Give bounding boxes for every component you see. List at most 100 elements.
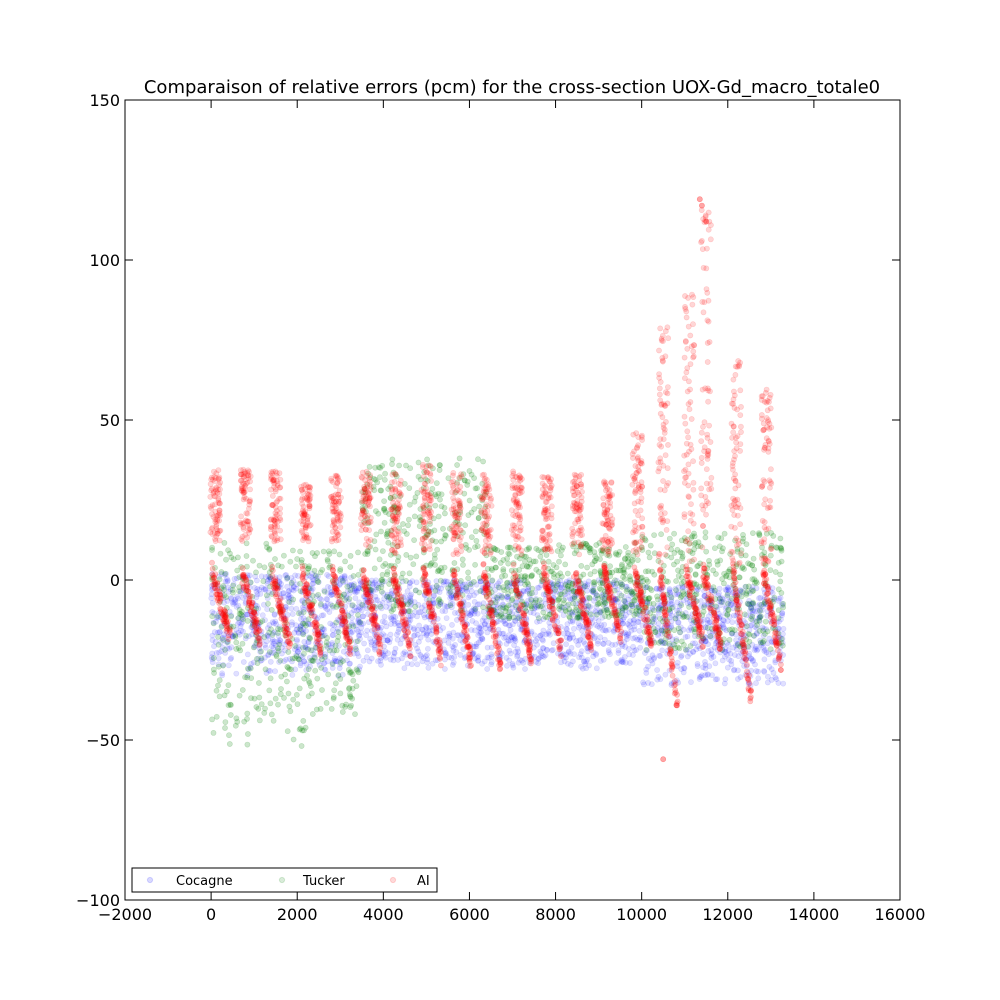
- tucker-point: [399, 570, 406, 577]
- ai-point: [367, 494, 374, 501]
- cocagne-point: [414, 627, 421, 633]
- tucker-point: [497, 605, 504, 611]
- cocagne-point: [264, 595, 271, 602]
- cocagne-point: [530, 610, 537, 616]
- tucker-point: [472, 561, 478, 568]
- ai-point: [211, 574, 217, 581]
- tucker-point: [282, 671, 288, 678]
- cocagne-point: [266, 574, 273, 581]
- ai-point: [468, 662, 475, 669]
- cocagne-point: [449, 600, 456, 607]
- cocagne-point: [308, 587, 315, 594]
- cocagne-point: [243, 599, 249, 605]
- tucker-point: [675, 610, 682, 617]
- tucker-point: [266, 687, 273, 694]
- ai-point: [361, 485, 368, 492]
- cocagne-point: [705, 648, 712, 654]
- cocagne-point: [211, 610, 217, 617]
- cocagne-point: [483, 583, 489, 590]
- cocagne-point: [327, 589, 334, 596]
- cocagne-point: [475, 657, 482, 664]
- tucker-point: [226, 741, 233, 747]
- tucker-point: [617, 580, 624, 586]
- tucker-point: [350, 623, 357, 630]
- cocagne-point: [262, 587, 269, 593]
- cocagne-point: [344, 612, 351, 618]
- tucker-point: [593, 611, 600, 618]
- cocagne-point: [318, 596, 325, 603]
- tucker-point: [296, 685, 303, 692]
- tucker-point: [437, 599, 444, 605]
- tucker-point: [305, 565, 311, 572]
- cocagne-point: [565, 648, 572, 655]
- cocagne-point: [589, 588, 596, 595]
- cocagne-point: [331, 622, 338, 629]
- cocagne-point: [276, 590, 283, 597]
- ai-point: [212, 536, 218, 542]
- tucker-point: [504, 579, 511, 586]
- cocagne-point: [425, 664, 432, 671]
- cocagne-point: [238, 620, 245, 627]
- tucker-point: [654, 593, 660, 600]
- tucker-point: [703, 548, 710, 555]
- cocagne-point: [721, 653, 728, 660]
- tucker-point: [221, 540, 228, 546]
- cocagne-point: [648, 657, 654, 664]
- tucker-point: [229, 589, 236, 596]
- tucker-point: [524, 563, 531, 570]
- cocagne-point: [341, 572, 348, 579]
- cocagne-point: [323, 595, 330, 602]
- cocagne-point: [415, 609, 422, 616]
- cocagne-point: [316, 662, 323, 668]
- ai-point: [454, 551, 461, 557]
- ai-point: [332, 472, 339, 479]
- tucker-point: [451, 560, 458, 566]
- ai-point: [239, 580, 246, 587]
- tucker-point: [501, 587, 507, 593]
- ai-point: [272, 531, 279, 537]
- cocagne-point: [297, 609, 304, 616]
- ai-point: [363, 535, 370, 542]
- cocagne-point: [430, 611, 437, 617]
- cocagne-point: [339, 621, 346, 628]
- cocagne-point: [210, 619, 217, 626]
- tucker-point: [272, 695, 279, 702]
- cocagne-point: [515, 648, 522, 655]
- tucker-point: [549, 568, 555, 575]
- cocagne-point: [387, 656, 394, 663]
- cocagne-point: [300, 626, 307, 632]
- ai-point: [390, 499, 396, 506]
- cocagne-point: [605, 647, 612, 653]
- cocagne-point: [626, 622, 632, 628]
- cocagne-point: [305, 639, 312, 645]
- cocagne-point: [237, 623, 244, 630]
- cocagne-point: [537, 632, 544, 639]
- cocagne-point: [413, 579, 420, 586]
- cocagne-point: [540, 645, 546, 651]
- ai-point: [217, 591, 224, 598]
- tucker-point: [300, 718, 307, 724]
- cocagne-point: [446, 632, 453, 639]
- tucker-point: [740, 535, 747, 542]
- cocagne-point: [267, 576, 274, 582]
- tucker-point: [564, 583, 571, 590]
- tucker-point: [284, 575, 291, 581]
- tucker-point: [225, 547, 231, 554]
- ai-point: [360, 567, 367, 573]
- ai-point: [451, 498, 458, 504]
- tucker-point: [416, 589, 423, 596]
- cocagne-point: [257, 591, 264, 597]
- cocagne-point: [636, 627, 643, 634]
- ai-point: [395, 496, 402, 503]
- cocagne-point: [619, 656, 625, 663]
- ai-point: [241, 473, 247, 480]
- cocagne-point: [303, 595, 309, 602]
- tucker-point: [266, 649, 273, 655]
- tucker-point: [228, 613, 234, 620]
- cocagne-point: [533, 638, 539, 644]
- tucker-point: [456, 455, 463, 462]
- ai-point: [421, 535, 428, 541]
- cocagne-point: [230, 599, 236, 606]
- cocagne-point: [504, 662, 510, 669]
- ai-point: [428, 497, 435, 504]
